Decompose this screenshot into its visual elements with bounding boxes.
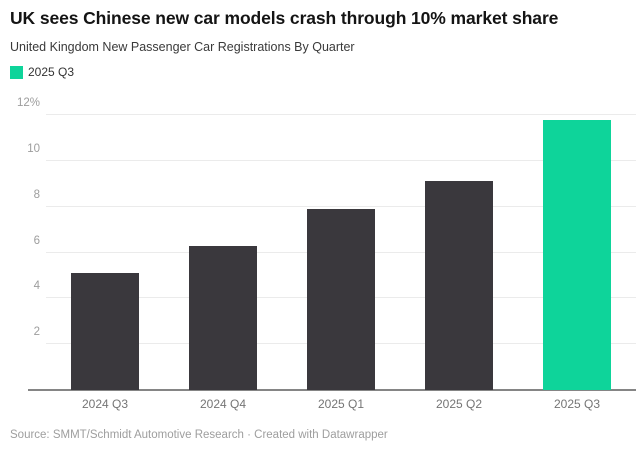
bar-2025-q3 (543, 119, 611, 390)
x-axis-label-2024-q3: 2024 Q3 (81, 397, 129, 411)
bar-slot-2025-q1 (282, 115, 400, 390)
bar-2025-q1 (307, 208, 375, 390)
gridline-12 (46, 114, 636, 115)
y-tick-label-2: 2 (33, 326, 40, 339)
source-line: Source: SMMT/Schmidt Automotive Research… (10, 429, 388, 441)
bar-slot-2025-q3 (518, 115, 636, 390)
y-tick-label-10: 10 (27, 142, 40, 155)
x-axis-label-2024-q4: 2024 Q4 (199, 397, 247, 411)
chart-title: UK sees Chinese new car models crash thr… (10, 8, 559, 28)
x-axis-baseline (28, 389, 636, 391)
legend-label: 2025 Q3 (28, 65, 75, 79)
x-axis-label-2025-q2: 2025 Q2 (435, 397, 483, 411)
bar-slot-2024-q4 (164, 115, 282, 390)
legend-swatch-icon (10, 65, 23, 79)
y-tick-label-4: 4 (33, 280, 40, 293)
y-tick-label-12: 12% (16, 97, 40, 109)
bar-slot-2025-q2 (400, 115, 518, 390)
gridline-10 (46, 159, 636, 161)
y-tick-label-6: 6 (33, 234, 40, 247)
bar-slot-2024-q3 (46, 115, 164, 390)
bar-2025-q2 (425, 181, 493, 390)
chart-subtitle: United Kingdom New Passenger Car Registr… (10, 40, 355, 54)
legend: 2025 Q3 (10, 65, 630, 79)
y-tick-label-8: 8 (33, 188, 40, 201)
bar-2024-q4 (189, 245, 257, 390)
plot-area: 2 4 6 8 10 12% (17, 97, 636, 391)
bars (46, 115, 636, 390)
bar-2024-q3 (71, 273, 139, 390)
x-axis-labels: 2024 Q3 2024 Q4 2025 Q1 2025 Q2 2025 Q3 (46, 390, 636, 411)
gridline-8 (46, 205, 636, 207)
x-axis-label-2025-q3: 2025 Q3 (553, 397, 601, 411)
bar-chart: 2 4 6 8 10 12% 2024 Q3 2024 Q4 2025 Q1 2025 Q2 20… (10, 97, 636, 411)
x-axis-label-2025-q1: 2025 Q1 (317, 397, 365, 411)
